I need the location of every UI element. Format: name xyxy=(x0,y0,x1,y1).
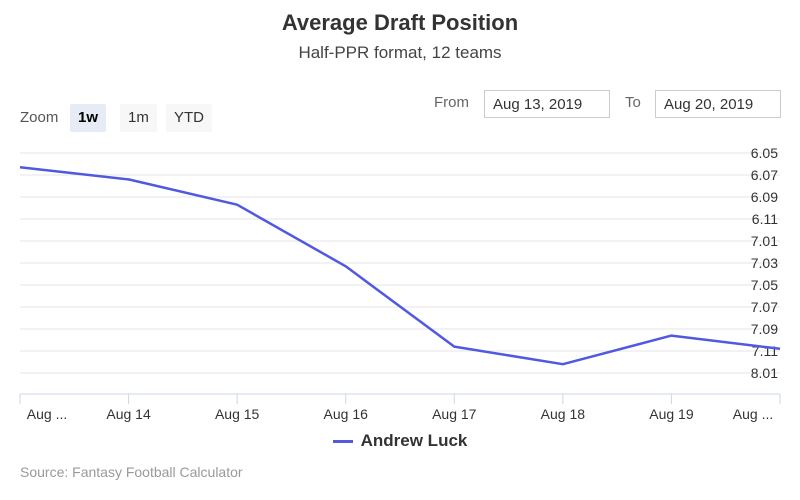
y-tick-label: 7.03 xyxy=(751,255,778,271)
y-tick-label: 6.07 xyxy=(751,167,778,183)
y-axis-ticks: 6.056.076.096.117.017.037.057.077.097.11… xyxy=(751,145,778,381)
x-axis: Aug ... Aug 14 Aug 15 Aug 16 Aug 17 Aug 18 Aug… xyxy=(19,393,781,422)
y-tick-label: 6.05 xyxy=(751,145,778,161)
y-tick-label: 8.01 xyxy=(751,365,778,381)
zoom-ytd-button[interactable]: YTD xyxy=(166,104,212,132)
grid-lines xyxy=(20,152,780,374)
y-tick-label: 7.07 xyxy=(751,299,778,315)
zoom-label: Zoom xyxy=(20,109,59,126)
x-tick-label: Aug 18 xyxy=(541,406,586,422)
x-tick-label: Aug ... xyxy=(27,406,67,422)
x-tick-label: Aug 15 xyxy=(215,406,260,422)
legend-swatch-andrew-luck xyxy=(332,440,353,444)
y-tick-label: 7.01 xyxy=(751,233,778,249)
x-tick-label: Aug 17 xyxy=(432,406,477,422)
x-tick-label: Aug ... xyxy=(733,406,773,422)
y-tick-label: 7.09 xyxy=(751,321,778,337)
chart-subtitle: Half-PPR format, 12 teams xyxy=(298,43,502,62)
legend[interactable]: Andrew Luck xyxy=(0,431,800,451)
x-tick-label: Aug 16 xyxy=(324,406,369,422)
zoom-1w-button[interactable]: 1w xyxy=(70,104,107,132)
x-tick-label: Aug 14 xyxy=(106,406,151,422)
legend-item-andrew-luck[interactable]: Andrew Luck xyxy=(360,431,468,450)
series-layer xyxy=(19,166,781,366)
range-from-input[interactable]: Aug 13, 2019 xyxy=(484,90,610,118)
y-tick-label: 7.05 xyxy=(751,277,778,293)
y-tick-label: 6.09 xyxy=(751,189,778,205)
range-to-input[interactable]: Aug 20, 2019 xyxy=(655,90,781,118)
series-line-andrew-luck[interactable] xyxy=(19,166,781,366)
credits: Source: Fantasy Football Calculator xyxy=(20,464,243,480)
x-tick-label: Aug 19 xyxy=(649,406,694,422)
zoom-1m-button[interactable]: 1m xyxy=(120,104,157,132)
y-tick-label: 6.11 xyxy=(752,211,778,227)
range-from-label: From xyxy=(434,94,469,111)
range-to-label: To xyxy=(625,94,641,111)
chart-title: Average Draft Position xyxy=(281,10,519,35)
